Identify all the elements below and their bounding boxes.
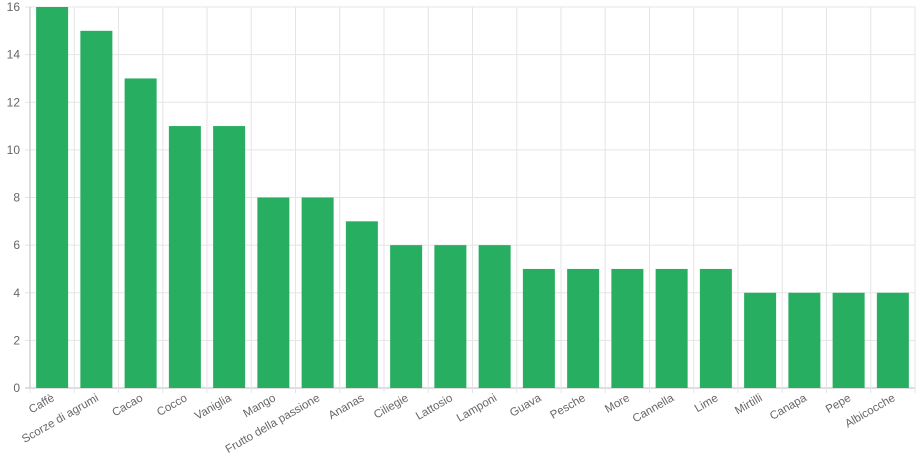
x-tick-label: Mirtilli — [733, 392, 764, 417]
bar — [390, 245, 423, 388]
y-tick-label: 10 — [7, 143, 21, 157]
bar — [611, 268, 644, 388]
bar — [80, 30, 113, 388]
x-tick-label: Guava — [508, 392, 544, 420]
x-tick-label: Pesche — [548, 392, 587, 422]
bar — [36, 7, 69, 388]
x-tick-label: Albicocche — [843, 392, 897, 430]
y-axis-tick-labels: 0 2 4 6 8 10 12 14 16 — [7, 0, 21, 395]
bar — [655, 268, 688, 388]
bar — [876, 292, 909, 388]
x-tick-label: Lime — [693, 392, 721, 415]
y-tick-label: 0 — [13, 381, 20, 395]
bar — [168, 126, 201, 388]
x-tick-label: Pepe — [824, 392, 853, 416]
x-tick-label: Lattosio — [414, 392, 455, 423]
bar — [257, 197, 290, 388]
x-tick-label: Cannella — [631, 392, 677, 425]
bar — [345, 221, 378, 388]
x-tick-label: Mango — [241, 392, 277, 420]
bar — [522, 268, 555, 388]
x-tick-label: Canapa — [768, 392, 809, 423]
bar — [301, 197, 334, 388]
y-tick-label: 6 — [13, 238, 20, 252]
y-tick-label: 8 — [13, 191, 20, 205]
y-tick-label: 14 — [7, 48, 21, 62]
y-tick-label: 2 — [13, 333, 20, 347]
bar — [744, 292, 777, 388]
y-tick-label: 4 — [13, 286, 20, 300]
grid-lines — [25, 6, 916, 393]
bar — [124, 78, 157, 388]
x-tick-label: Lamponi — [455, 392, 499, 424]
x-tick-label: Caffè — [27, 392, 57, 416]
x-tick-label: Scorze di agrumi — [20, 392, 101, 446]
bar — [832, 292, 865, 388]
y-tick-label: 16 — [7, 0, 21, 14]
x-tick-label: Ciliegie — [372, 392, 411, 421]
x-tick-label: Cocco — [155, 392, 189, 419]
bar — [478, 245, 511, 388]
x-tick-label: Cacao — [110, 392, 145, 419]
x-tick-label: Vaniglia — [193, 392, 234, 423]
x-tick-label: Ananas — [327, 392, 367, 422]
y-tick-label: 12 — [7, 95, 21, 109]
bars — [36, 7, 909, 388]
bar — [788, 292, 821, 388]
bar — [567, 268, 600, 388]
bar — [699, 268, 732, 388]
bar — [213, 126, 246, 388]
bar — [434, 245, 467, 388]
x-tick-label: More — [603, 392, 632, 415]
